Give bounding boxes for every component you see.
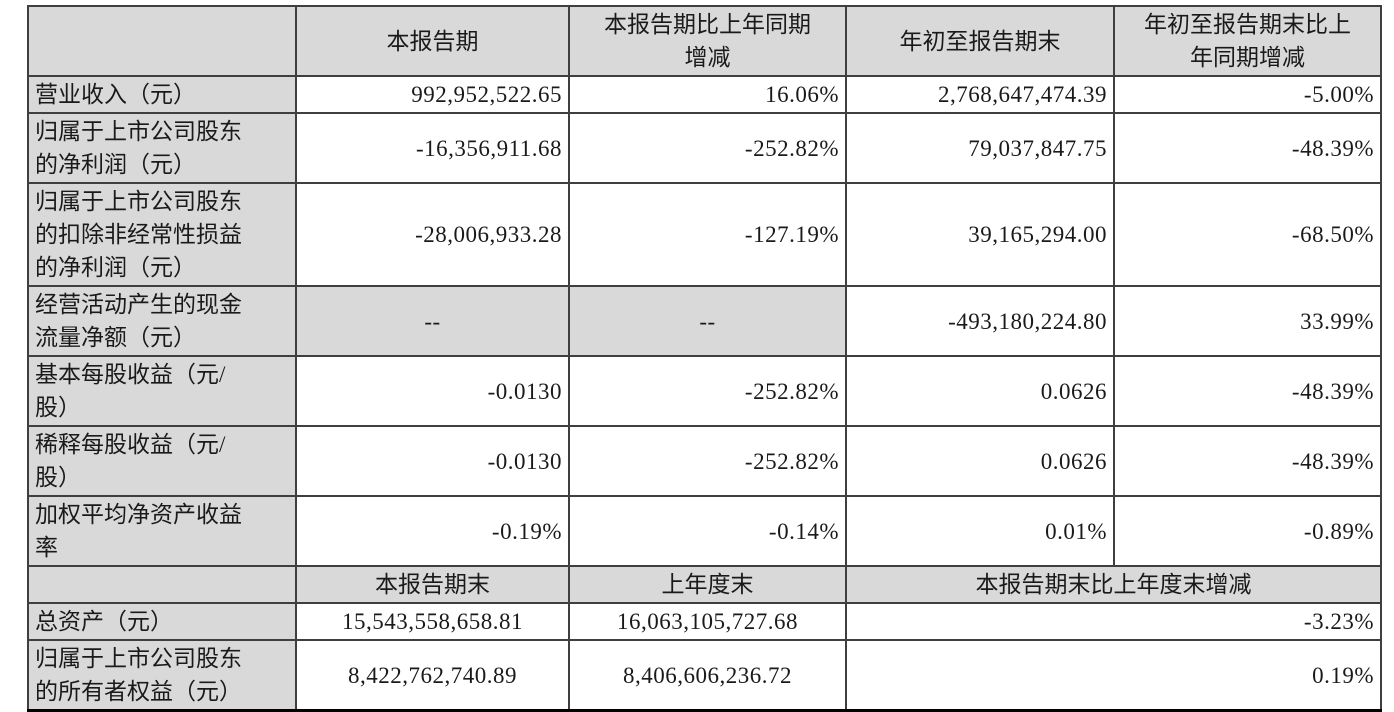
table-row-revenue: 营业收入（元） 992,952,522.65 16.06% 2,768,647,… — [27, 75, 1382, 114]
header-cell-end-of-last-year: 上年度末 — [568, 565, 847, 604]
value-cell: 0.01% — [845, 495, 1115, 567]
table-row-total-assets: 总资产（元） 15,543,558,658.81 16,063,105,727.… — [27, 602, 1382, 641]
value-cell: -0.14% — [568, 495, 847, 567]
header-cell-ytd: 年初至报告期末 — [845, 5, 1115, 77]
header-cell-end-of-period: 本报告期末 — [295, 565, 570, 604]
header-cell-yoy-change: 本报告期比上年同期 增减 — [568, 5, 847, 77]
row-label: 归属于上市公司股东 的扣除非经常性损益 的净利润（元） — [27, 182, 297, 287]
value-cell: -252.82% — [568, 112, 847, 184]
table-row-basic-eps: 基本每股收益（元/ 股） -0.0130 -252.82% 0.0626 -48… — [27, 355, 1382, 427]
value-cell: 8,422,762,740.89 — [295, 639, 570, 712]
value-cell: 16.06% — [568, 75, 847, 114]
value-cell: -28,006,933.28 — [295, 182, 570, 287]
value-cell: 15,543,558,658.81 — [295, 602, 570, 641]
value-cell: -0.0130 — [295, 425, 570, 497]
value-cell: -16,356,911.68 — [295, 112, 570, 184]
table-row-weighted-roe: 加权平均净资产收益 率 -0.19% -0.14% 0.01% -0.89% — [27, 495, 1382, 567]
table-row-diluted-eps: 稀释每股收益（元/ 股） -0.0130 -252.82% 0.0626 -48… — [27, 425, 1382, 497]
row-label: 加权平均净资产收益 率 — [27, 495, 297, 567]
header-cell-empty — [27, 5, 297, 77]
header-cell-ytd-yoy-change: 年初至报告期末比上 年同期增减 — [1113, 5, 1382, 77]
row-label: 归属于上市公司股东 的所有者权益（元） — [27, 639, 297, 712]
value-cell: -48.39% — [1113, 425, 1382, 497]
value-cell-na: -- — [295, 285, 570, 357]
row-label: 归属于上市公司股东 的净利润（元） — [27, 112, 297, 184]
value-cell: -68.50% — [1113, 182, 1382, 287]
table-row-operating-cash-flow: 经营活动产生的现金 流量净额（元） -- -- -493,180,224.80 … — [27, 285, 1382, 357]
row-label: 营业收入（元） — [27, 75, 297, 114]
value-cell: -5.00% — [1113, 75, 1382, 114]
header-cell-current-period: 本报告期 — [295, 5, 570, 77]
header-cell-period-end-change: 本报告期末比上年度末增减 — [845, 565, 1382, 604]
value-cell: -0.19% — [295, 495, 570, 567]
value-cell: -0.0130 — [295, 355, 570, 427]
table-row-net-profit: 归属于上市公司股东 的净利润（元） -16,356,911.68 -252.82… — [27, 112, 1382, 184]
value-cell: 0.19% — [845, 639, 1382, 712]
value-cell: 33.99% — [1113, 285, 1382, 357]
value-cell: -252.82% — [568, 425, 847, 497]
row-label: 经营活动产生的现金 流量净额（元） — [27, 285, 297, 357]
value-cell: 8,406,606,236.72 — [568, 639, 847, 712]
value-cell: -493,180,224.80 — [845, 285, 1115, 357]
value-cell: -127.19% — [568, 182, 847, 287]
financial-summary-section: 本报告期 本报告期比上年同期 增减 年初至报告期末 年初至报告期末比上 年同期增… — [27, 5, 1382, 712]
value-cell: 79,037,847.75 — [845, 112, 1115, 184]
table-row-owners-equity: 归属于上市公司股东 的所有者权益（元） 8,422,762,740.89 8,4… — [27, 639, 1382, 712]
table-row-net-profit-excl-nonrecurring: 归属于上市公司股东 的扣除非经常性损益 的净利润（元） -28,006,933.… — [27, 182, 1382, 287]
value-cell: -252.82% — [568, 355, 847, 427]
value-cell: 2,768,647,474.39 — [845, 75, 1115, 114]
header-cell-empty — [27, 565, 297, 604]
value-cell: 0.0626 — [845, 355, 1115, 427]
value-cell-na: -- — [568, 285, 847, 357]
row-label: 稀释每股收益（元/ 股） — [27, 425, 297, 497]
value-cell: 39,165,294.00 — [845, 182, 1115, 287]
value-cell: 0.0626 — [845, 425, 1115, 497]
value-cell: -0.89% — [1113, 495, 1382, 567]
row-label: 总资产（元） — [27, 602, 297, 641]
value-cell: -48.39% — [1113, 355, 1382, 427]
value-cell: 992,952,522.65 — [295, 75, 570, 114]
value-cell: -48.39% — [1113, 112, 1382, 184]
value-cell: -3.23% — [845, 602, 1382, 641]
row-label: 基本每股收益（元/ 股） — [27, 355, 297, 427]
value-cell: 16,063,105,727.68 — [568, 602, 847, 641]
table-header-row-2: 本报告期末 上年度末 本报告期末比上年度末增减 — [27, 565, 1382, 604]
table-header-row-1: 本报告期 本报告期比上年同期 增减 年初至报告期末 年初至报告期末比上 年同期增… — [27, 5, 1382, 77]
financial-summary-table: 本报告期 本报告期比上年同期 增减 年初至报告期末 年初至报告期末比上 年同期增… — [27, 5, 1382, 712]
